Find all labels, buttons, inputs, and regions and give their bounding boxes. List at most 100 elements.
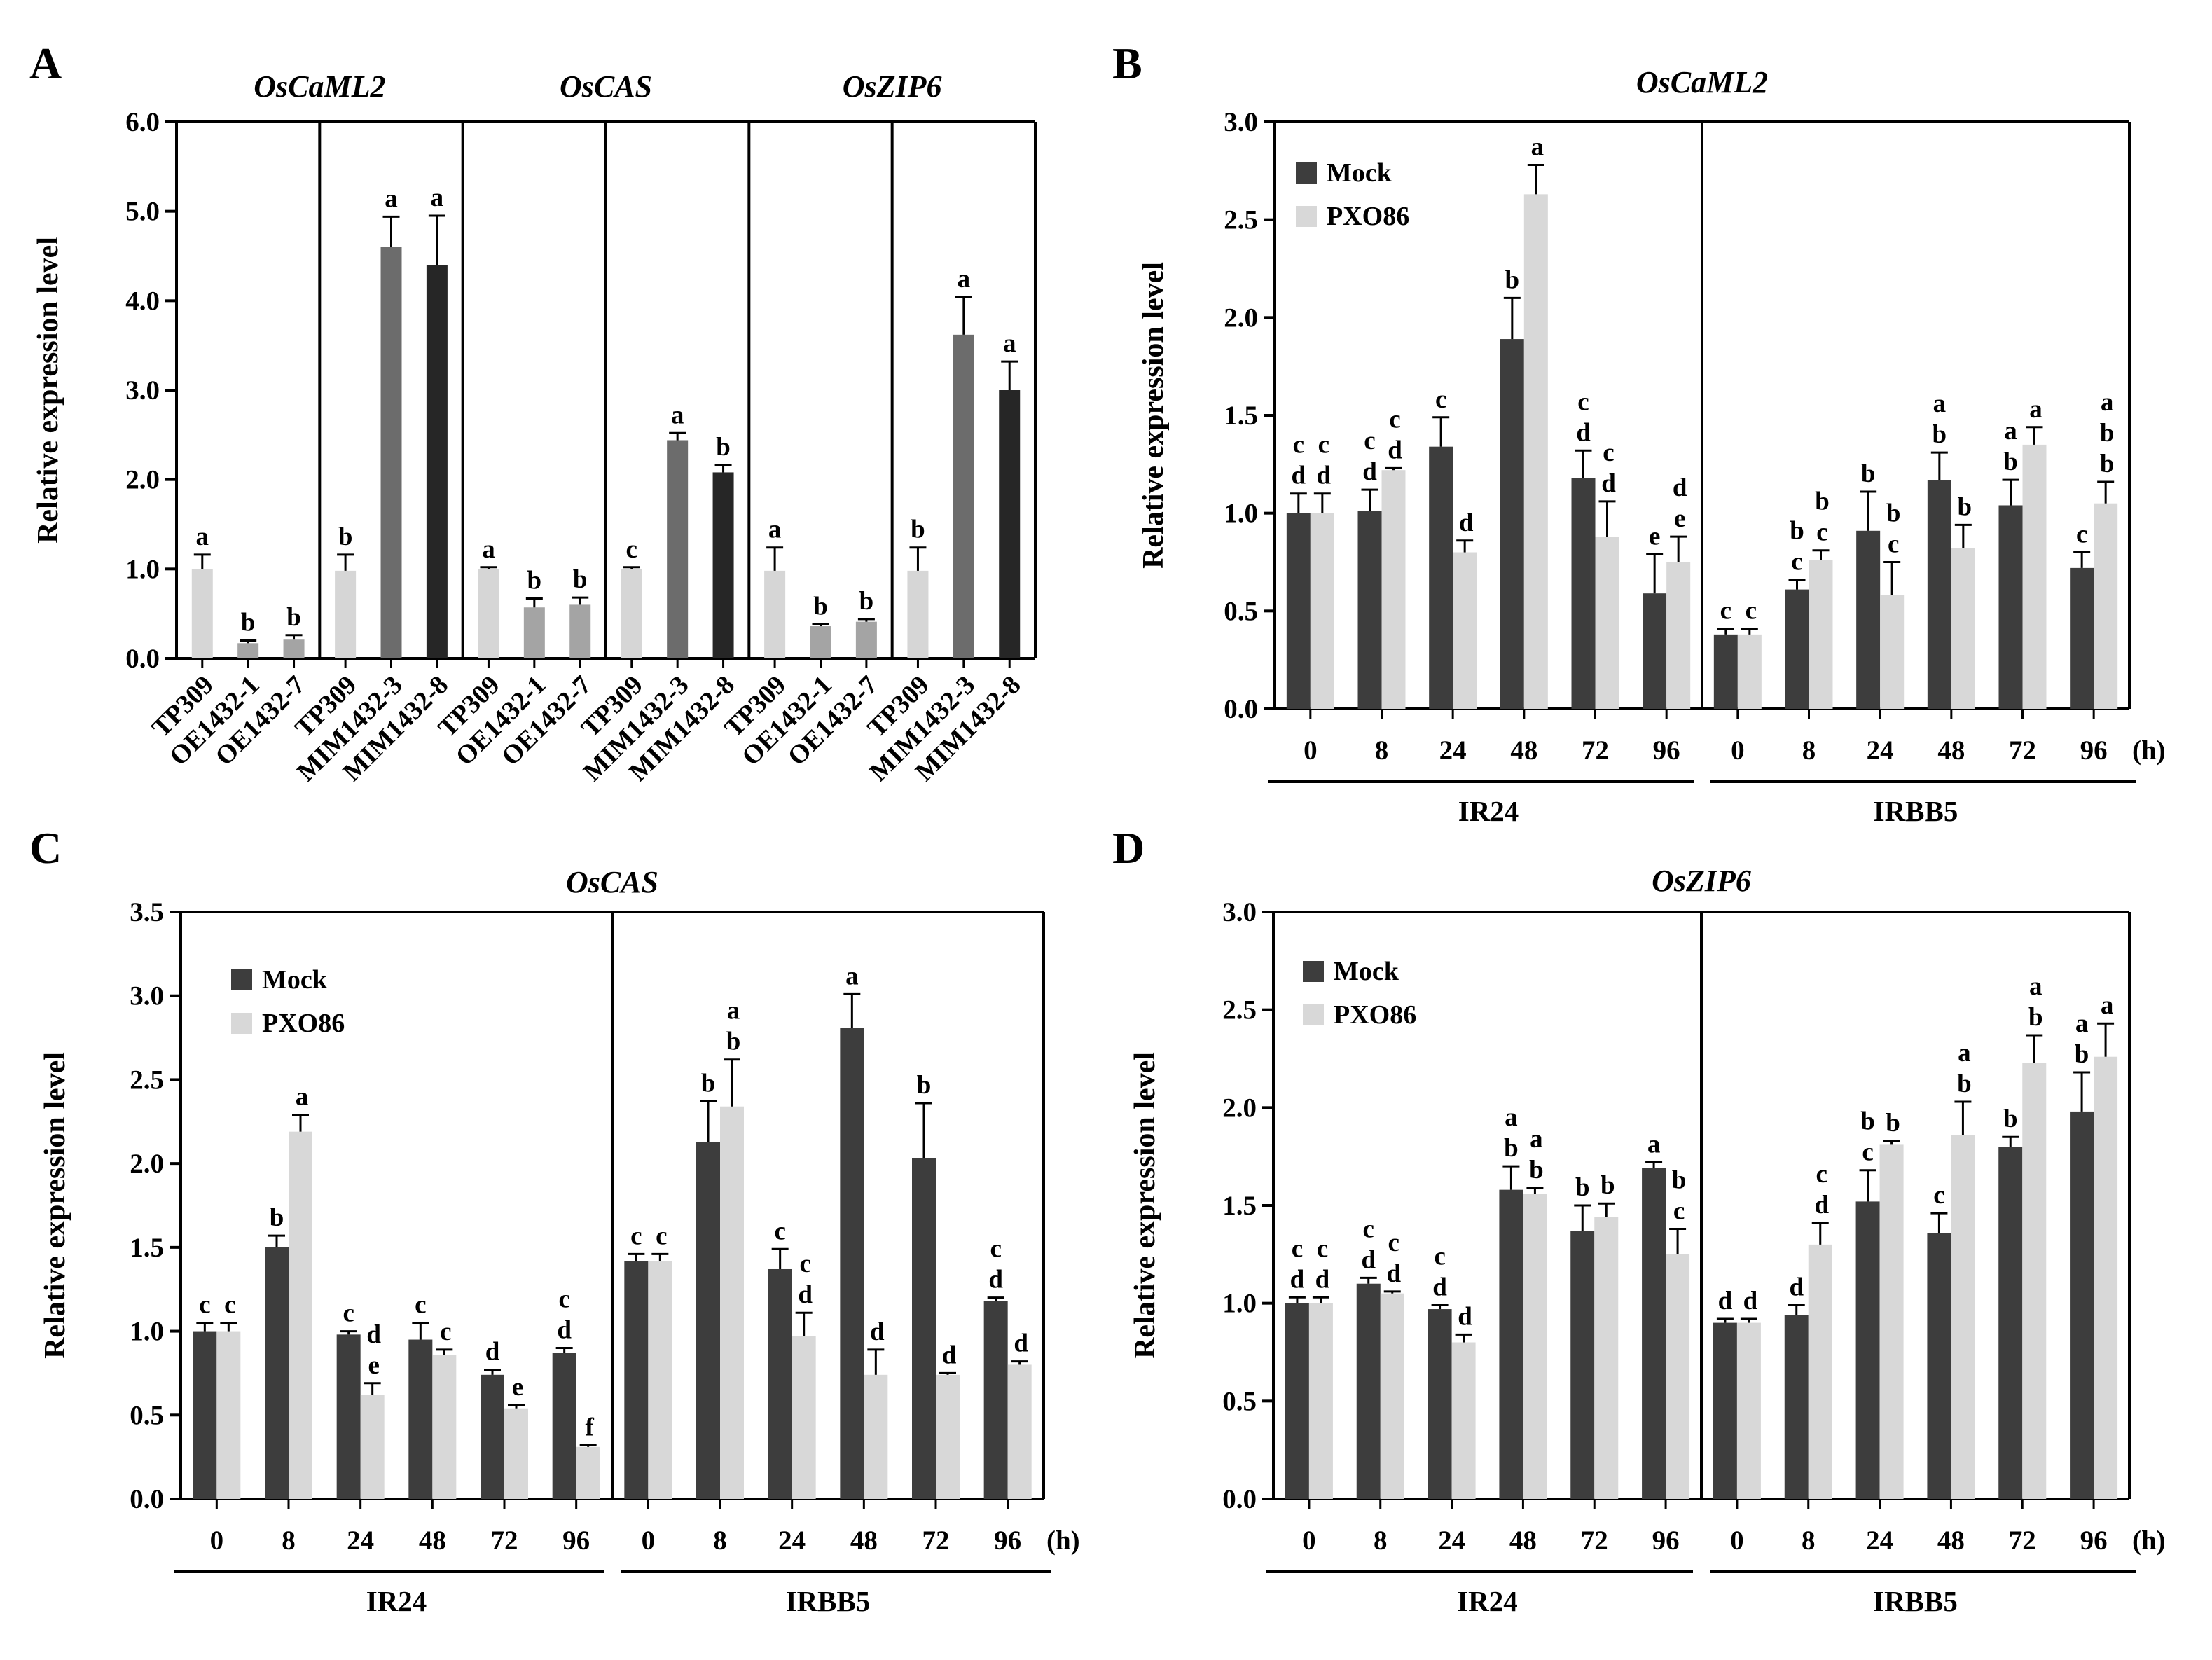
significance-letter: a (1531, 132, 1544, 161)
significance-letter: b (1860, 1107, 1875, 1136)
chart-title: OsCaML2 (1636, 65, 1768, 99)
significance-letter: c (1293, 431, 1304, 459)
significance-letter: b (859, 587, 874, 616)
bar-mock (624, 1261, 649, 1499)
bar-pxo86 (504, 1408, 528, 1499)
bar-pxo86 (1451, 1342, 1476, 1499)
y-tick-label: 1.0 (1224, 499, 1258, 529)
x-tick-label: 0 (1731, 735, 1745, 766)
significance-letter: d (798, 1280, 813, 1309)
significance-letter: d (366, 1320, 381, 1349)
significance-letter: a (1647, 1130, 1661, 1159)
significance-letter: a (482, 535, 495, 564)
bar (764, 570, 786, 658)
x-tick-label: 0 (642, 1526, 656, 1556)
chart-title: OsCAS (566, 865, 658, 899)
x-tick-label: 48 (419, 1526, 446, 1556)
x-tick-label: 72 (922, 1526, 950, 1556)
group-label: IR24 (366, 1585, 427, 1617)
bar-pxo86 (1666, 562, 1691, 709)
significance-letter: b (813, 592, 828, 621)
x-tick-label: 24 (1866, 1526, 1893, 1556)
x-tick-label: 0 (210, 1526, 224, 1556)
significance-letter: b (286, 603, 301, 632)
bar (380, 247, 402, 658)
y-tick-label: 3.0 (1224, 107, 1258, 137)
group-label: IRBB5 (1873, 1585, 1958, 1617)
significance-letter: c (1603, 438, 1614, 467)
bar-mock (481, 1374, 504, 1499)
significance-letter: a (2101, 991, 2114, 1020)
group-label: IRBB5 (1874, 795, 1958, 827)
y-tick-label: 2.0 (130, 1149, 164, 1179)
bar-pxo86 (1594, 1217, 1619, 1499)
significance-letter: b (1958, 492, 1972, 521)
significance-letter: b (1957, 1070, 1972, 1098)
significance-letter: c (1435, 385, 1446, 414)
significance-letter: d (1292, 462, 1306, 490)
bar-pxo86 (360, 1395, 385, 1499)
significance-letter: a (1505, 1103, 1518, 1132)
legend-label: Mock (1327, 158, 1392, 188)
significance-letter: d (1315, 1265, 1330, 1294)
significance-letter: b (1861, 459, 1876, 488)
bar-pxo86 (2094, 1056, 2118, 1499)
bar-mock (983, 1301, 1008, 1499)
significance-letter: c (1816, 1160, 1827, 1189)
panel-label: D (1112, 823, 1145, 873)
significance-letter: d (1362, 457, 1377, 486)
significance-letter: c (1791, 548, 1802, 576)
significance-letter: a (196, 523, 209, 551)
bar-pxo86 (2022, 444, 2047, 709)
significance-letter: a (2101, 388, 2114, 417)
significance-letter: b (573, 565, 588, 594)
x-tick-label: 0 (1302, 1526, 1316, 1556)
significance-letter: d (1361, 1245, 1376, 1274)
significance-letter: c (415, 1291, 426, 1320)
significance-letter: d (1388, 436, 1402, 464)
y-axis-label: Relative expression level (39, 1052, 71, 1359)
bar-mock (552, 1353, 576, 1499)
significance-letter: b (270, 1203, 284, 1232)
legend-swatch-pxo86 (231, 1013, 252, 1034)
significance-letter: c (343, 1299, 354, 1328)
bar-mock (1785, 589, 1809, 709)
bar-pxo86 (1951, 1135, 1975, 1499)
significance-letter: b (2003, 1105, 2018, 1133)
y-tick-label: 3.0 (1222, 897, 1257, 927)
bar (426, 265, 448, 658)
significance-letter: c (1816, 518, 1827, 547)
bar (667, 440, 689, 658)
significance-letter: b (1790, 517, 1804, 546)
bar-mock (408, 1339, 433, 1499)
y-tick-label: 1.0 (125, 554, 160, 584)
bar-pxo86 (1310, 513, 1334, 709)
significance-letter: a (1958, 1039, 1971, 1067)
bar-mock (696, 1142, 720, 1499)
significance-letter: d (1317, 462, 1332, 490)
x-tick-label: 96 (2080, 735, 2108, 766)
significance-letter: a (671, 401, 684, 429)
group-label: IR24 (1457, 1585, 1518, 1617)
bar-mock (1570, 1231, 1595, 1499)
bar-mock (193, 1331, 217, 1499)
x-tick-label: 96 (562, 1526, 590, 1556)
x-tick-label: 96 (994, 1526, 1021, 1556)
bar-pxo86 (864, 1374, 888, 1499)
significance-letter: b (911, 516, 925, 544)
bar (855, 621, 877, 658)
bar-mock (1855, 1201, 1880, 1499)
legend-label: PXO86 (1334, 1000, 1416, 1030)
bar (810, 626, 831, 658)
bar (907, 570, 929, 658)
bar-pxo86 (1308, 1303, 1333, 1499)
bar-pxo86 (1523, 194, 1548, 709)
x-tick-label: 8 (1802, 1526, 1816, 1556)
bar-pxo86 (1808, 1244, 1832, 1499)
x-tick-label: 24 (1438, 1526, 1465, 1556)
significance-letter: d (1718, 1287, 1733, 1315)
bar-pxo86 (1879, 1144, 1904, 1499)
significance-letter: b (726, 1028, 741, 1056)
bar-mock (1428, 1309, 1452, 1499)
significance-letter: d (1459, 509, 1474, 537)
